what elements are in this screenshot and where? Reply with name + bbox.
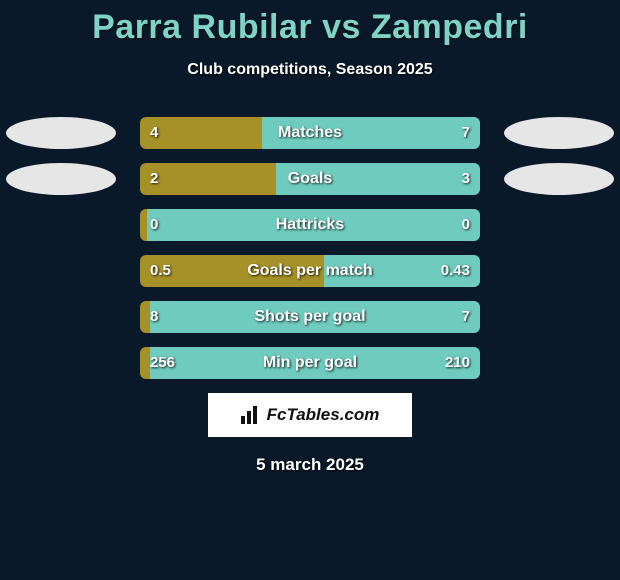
player-avatar-right: [504, 163, 614, 195]
stats-container: 47Matches 23Goals 00Hattricks 0.50.43Goals …: [0, 117, 620, 379]
brand-bars-icon: [241, 406, 261, 424]
stat-label: Goals: [140, 163, 480, 195]
stat-label: Goals per match: [140, 255, 480, 287]
date-text: 5 march 2025: [0, 455, 620, 475]
player-avatar-left: [6, 117, 116, 149]
stat-label: Min per goal: [140, 347, 480, 379]
brand-text: FcTables.com: [267, 405, 380, 425]
page-title: Parra Rubilar vs Zampedri: [0, 0, 620, 47]
stat-row: 00Hattricks: [0, 209, 620, 241]
stat-row: 256210Min per goal: [0, 347, 620, 379]
page-subtitle: Club competitions, Season 2025: [0, 61, 620, 79]
stat-row: 0.50.43Goals per match: [0, 255, 620, 287]
player-avatar-right: [504, 117, 614, 149]
brand-badge: FcTables.com: [208, 393, 412, 437]
stat-row: 23Goals: [0, 163, 620, 195]
stat-row: 87Shots per goal: [0, 301, 620, 333]
stat-label: Shots per goal: [140, 301, 480, 333]
stat-row: 47Matches: [0, 117, 620, 149]
stat-label: Hattricks: [140, 209, 480, 241]
stat-label: Matches: [140, 117, 480, 149]
player-avatar-left: [6, 163, 116, 195]
